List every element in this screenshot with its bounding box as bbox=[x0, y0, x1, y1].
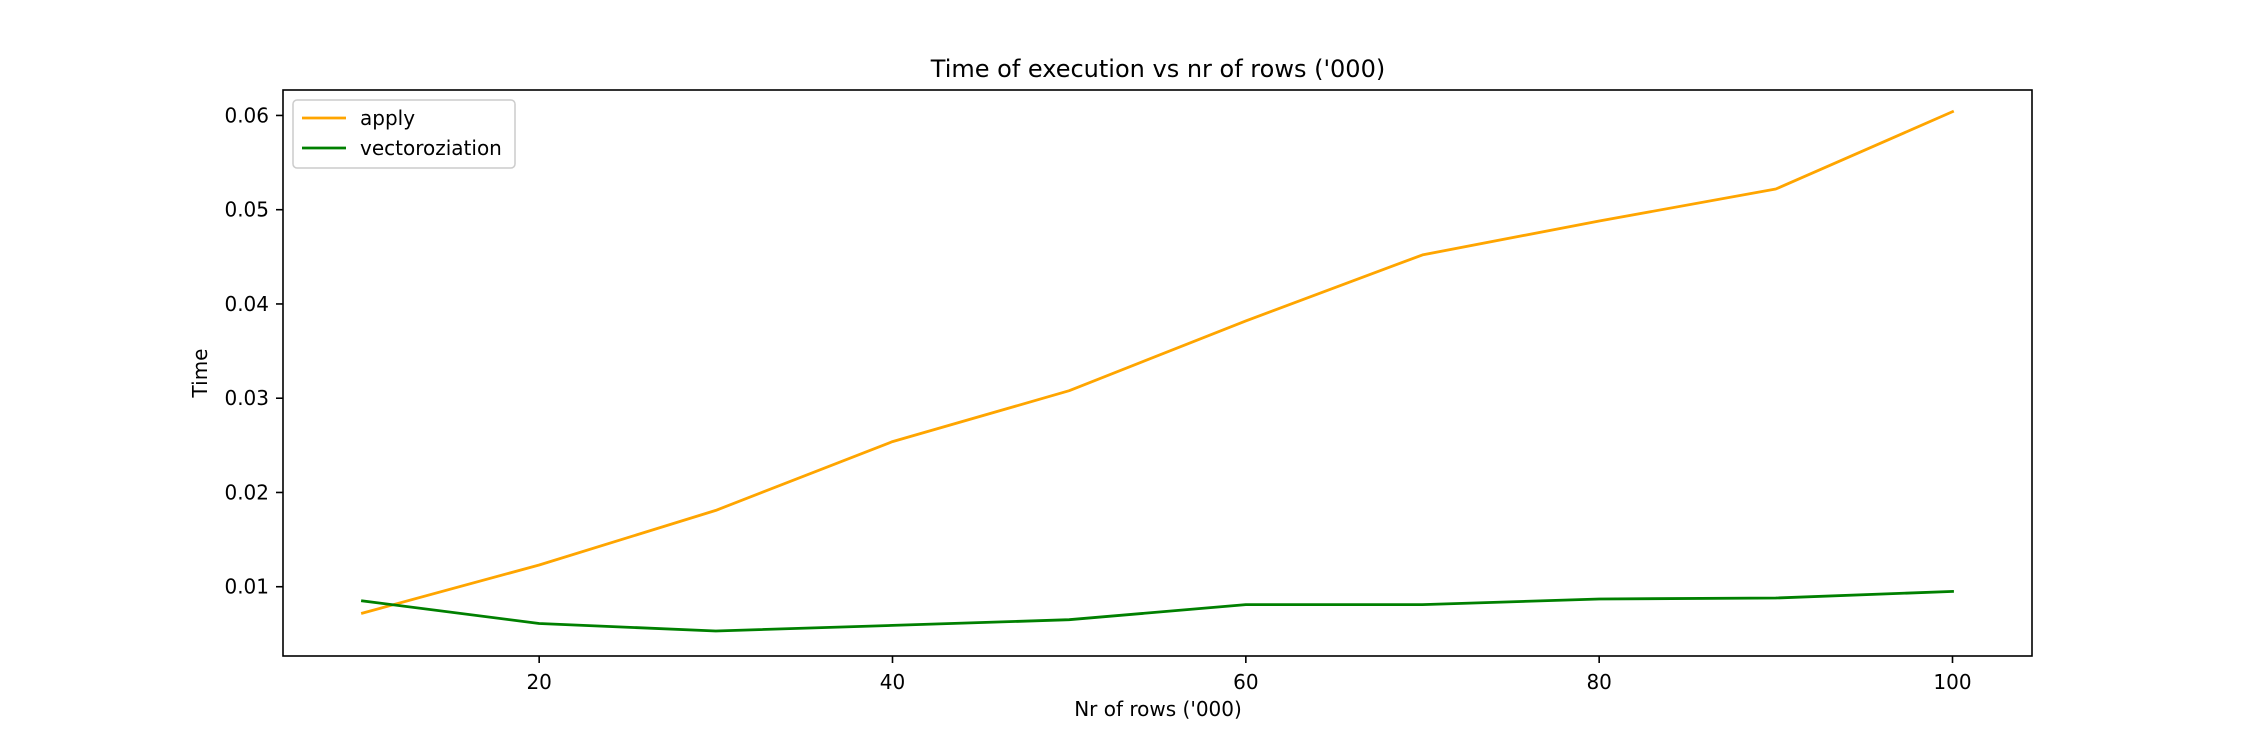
y-tick-label: 0.01 bbox=[224, 575, 269, 599]
series-layer bbox=[360, 109, 1955, 633]
y-tick-label: 0.02 bbox=[224, 480, 269, 504]
chart-title: Time of execution vs nr of rows ('000) bbox=[930, 55, 1385, 83]
series-line-apply bbox=[360, 109, 1955, 615]
y-axis-ticks: 0.01 0.02 0.03 0.04 0.05 0.06 bbox=[224, 103, 283, 599]
x-axis-label: Nr of rows ('000) bbox=[1074, 697, 1242, 721]
legend-box bbox=[292, 99, 516, 169]
x-tick-label: 20 bbox=[526, 670, 551, 694]
x-tick-label: 60 bbox=[1233, 670, 1258, 694]
y-tick-label: 0.05 bbox=[224, 198, 269, 222]
legend-label-apply: apply bbox=[360, 106, 415, 130]
x-axis-ticks: 20 40 60 80 100 bbox=[526, 656, 1972, 694]
x-tick-label: 80 bbox=[1586, 670, 1611, 694]
legend-label-vectoroziation: vectoroziation bbox=[360, 136, 502, 160]
y-axis-label: Time bbox=[188, 349, 212, 399]
y-tick-label: 0.06 bbox=[224, 103, 269, 127]
y-tick-label: 0.04 bbox=[224, 292, 269, 316]
plot-area bbox=[282, 89, 2033, 657]
legend: apply vectoroziation bbox=[292, 99, 516, 169]
x-tick-label: 100 bbox=[1933, 670, 1971, 694]
series-line-vectoroziation bbox=[360, 589, 1954, 633]
y-tick-label: 0.03 bbox=[224, 386, 269, 410]
x-tick-label: 40 bbox=[880, 670, 905, 694]
plot-frame bbox=[282, 89, 2033, 657]
